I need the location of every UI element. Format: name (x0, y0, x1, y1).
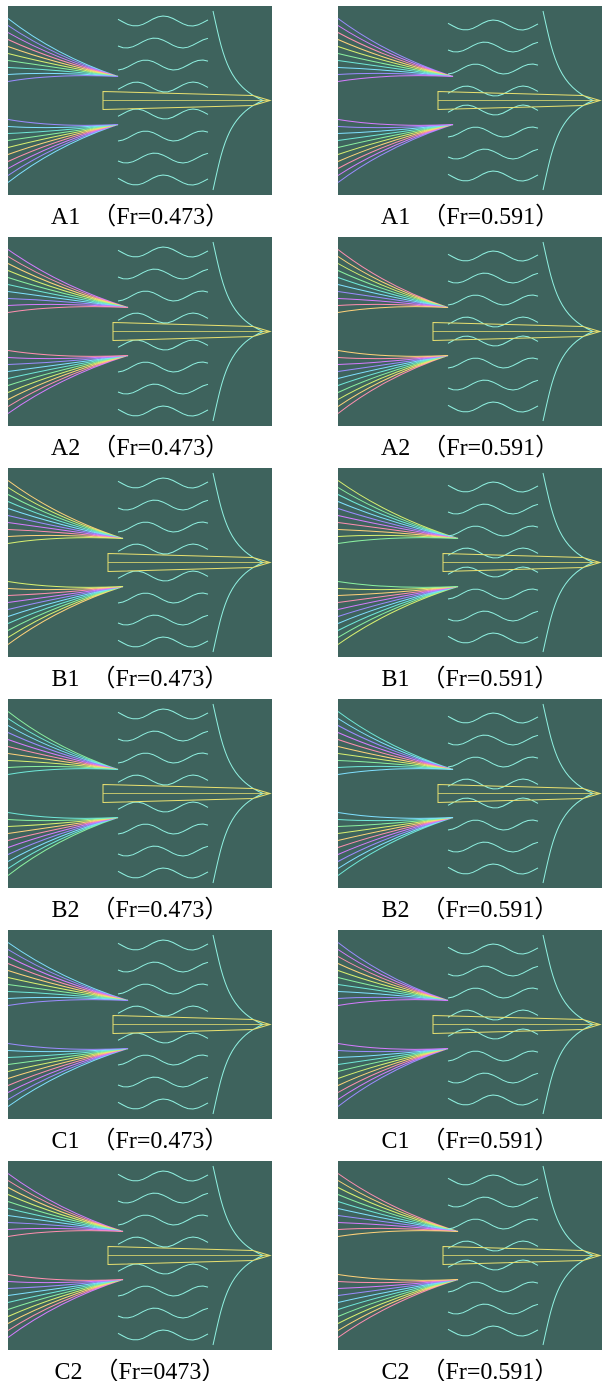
contour-panel (338, 699, 602, 888)
contour-panel (338, 237, 602, 426)
contour-panel (8, 1161, 272, 1350)
panel-caption: A1 （Fr=0.591） (381, 204, 559, 230)
page: A1 （Fr=0.473） A1 （Fr=0.591） A2 （Fr=0.473） A… (0, 0, 604, 1381)
panel-caption: C1 （Fr=0.591） (382, 1128, 559, 1154)
panel-caption: B2 （Fr=0.473） (52, 897, 229, 923)
panel-caption: B1 （Fr=0.591） (382, 666, 559, 692)
contour-panel (338, 6, 602, 195)
panel-caption: C2 （Fr=0.591） (382, 1359, 559, 1381)
contour-panel (338, 1161, 602, 1350)
contour-panel (8, 237, 272, 426)
contour-panel (338, 930, 602, 1119)
panel-caption: A2 （Fr=0.473） (51, 435, 229, 461)
contour-panel (338, 468, 602, 657)
panel-caption: C1 （Fr=0.473） (52, 1128, 229, 1154)
figure: A1 （Fr=0.473） A1 （Fr=0.591） A2 （Fr=0.473） A… (0, 0, 604, 1381)
panel-caption: A2 （Fr=0.591） (381, 435, 559, 461)
contour-panel (8, 699, 272, 888)
contour-panel (8, 6, 272, 195)
panel-caption: A1 （Fr=0.473） (51, 204, 229, 230)
contour-panel (8, 930, 272, 1119)
panel-caption: B1 （Fr=0.473） (52, 666, 229, 692)
panel-caption: B2 （Fr=0.591） (382, 897, 559, 923)
panel-caption: C2 （Fr=0473） (55, 1359, 226, 1381)
contour-panel (8, 468, 272, 657)
